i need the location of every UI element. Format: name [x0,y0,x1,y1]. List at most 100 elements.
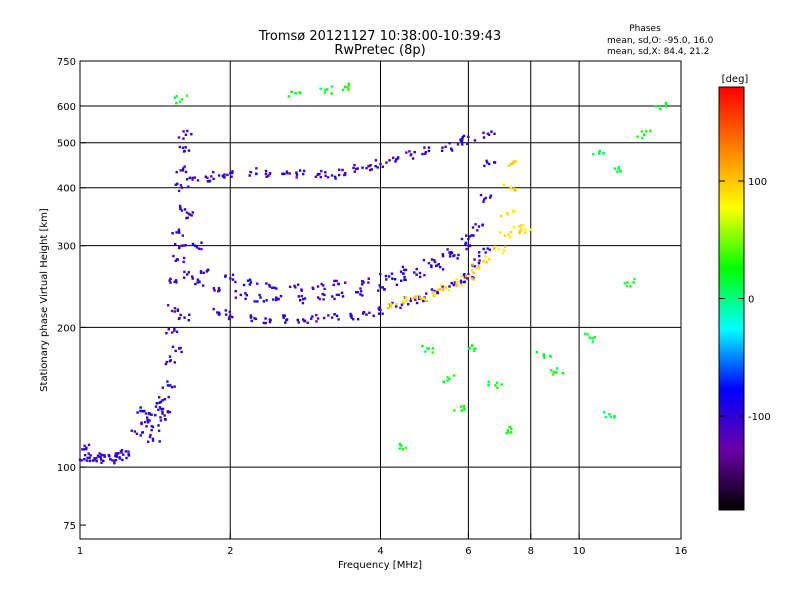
data-point [135,432,139,435]
data-point [180,209,184,212]
data-point [424,350,427,353]
data-point [422,258,426,262]
data-point [94,457,97,460]
data-point [175,330,179,333]
data-point [179,169,182,172]
data-point [248,283,251,286]
data-point [301,301,305,305]
data-point [88,456,91,460]
data-point [169,384,172,387]
data-point [148,435,152,439]
data-point [181,146,185,149]
data-point [229,314,232,317]
data-point [316,173,319,176]
y-tick-label: 300 [57,242,76,253]
data-point [216,311,219,314]
data-point [535,350,539,354]
data-point [462,273,466,277]
data-point [332,283,335,287]
data-point [556,367,559,370]
data-point [303,319,307,322]
data-point [149,433,152,437]
x-tick-label: 1 [77,546,83,557]
data-point [191,275,194,278]
data-point [196,179,200,182]
data-point [323,91,326,94]
data-point [347,84,350,87]
x-tick-label: 8 [528,546,534,557]
data-point [478,266,481,269]
data-point [91,459,94,462]
data-point [159,419,163,422]
data-point [482,259,485,262]
data-point [275,296,278,299]
data-point [374,159,378,162]
data-point [212,170,215,174]
data-point [163,398,166,401]
data-point [432,294,436,298]
data-point [604,415,607,419]
series-x-trace [386,160,533,310]
data-point [191,277,194,280]
data-point [208,180,211,183]
data-point [433,289,436,293]
data-point [157,424,160,427]
data-point [180,98,184,101]
data-point [170,309,174,313]
data-points [78,82,668,465]
data-point [602,411,606,414]
series-e-f-transition [130,395,171,443]
data-point [454,284,458,287]
data-point [254,317,258,321]
data-point [175,95,178,98]
data-point [173,96,177,99]
data-point [369,164,372,167]
data-point [255,167,258,170]
data-point [187,271,190,274]
data-point [370,168,373,171]
data-point [182,167,185,170]
data-point [659,107,662,111]
data-point [484,196,487,200]
data-point [136,411,139,414]
x-tick-label: 2 [227,546,233,557]
data-point [166,384,170,387]
data-point [160,408,163,411]
data-point [633,277,636,281]
data-point [398,442,402,446]
data-point [496,386,499,389]
data-point [448,255,452,258]
data-point [306,321,309,324]
data-point [264,317,267,320]
data-point [404,446,408,450]
data-point [359,290,363,293]
data-point [500,214,503,218]
data-point [180,244,184,247]
data-point [459,405,463,408]
data-point [543,356,546,359]
data-point [502,183,506,186]
data-point [460,283,463,287]
data-point [298,169,302,172]
data-point [182,137,185,140]
data-point [103,454,106,457]
data-point [478,259,481,262]
data-point [113,459,116,462]
data-point [492,247,496,250]
data-point [199,270,203,273]
data-point [234,296,237,299]
data-point [422,299,425,303]
data-point [362,310,365,314]
data-point [173,307,177,310]
data-point [95,460,98,463]
data-point [474,223,477,226]
data-point [654,105,657,108]
data-point [482,247,485,251]
data-point [440,149,444,152]
data-point [423,152,427,155]
y-axis-ticks: 75 100 200 300 400 500 600 750 [57,57,86,532]
data-point [283,314,286,317]
data-point [393,278,397,281]
data-point [145,425,148,428]
data-point [425,292,428,295]
